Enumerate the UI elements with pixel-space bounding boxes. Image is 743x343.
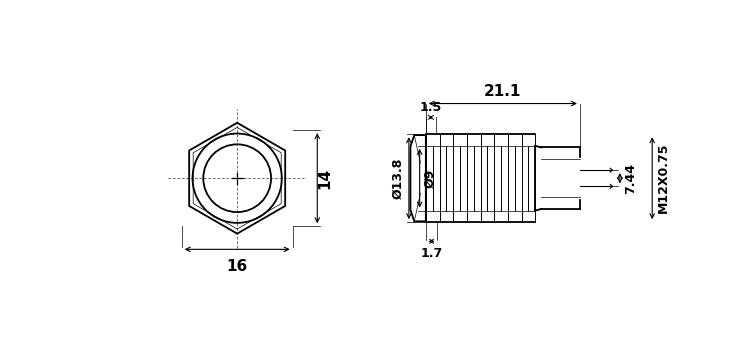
Text: 1.7: 1.7: [421, 247, 443, 260]
Text: 14: 14: [317, 168, 332, 189]
Text: 21.1: 21.1: [484, 84, 522, 99]
Text: M12X0.75: M12X0.75: [657, 143, 670, 213]
Text: Ø13.8: Ø13.8: [392, 157, 404, 199]
Text: Ø9: Ø9: [424, 169, 437, 188]
Text: 1.5: 1.5: [420, 101, 442, 114]
Text: 7.44: 7.44: [625, 163, 637, 194]
Text: 16: 16: [227, 259, 248, 274]
